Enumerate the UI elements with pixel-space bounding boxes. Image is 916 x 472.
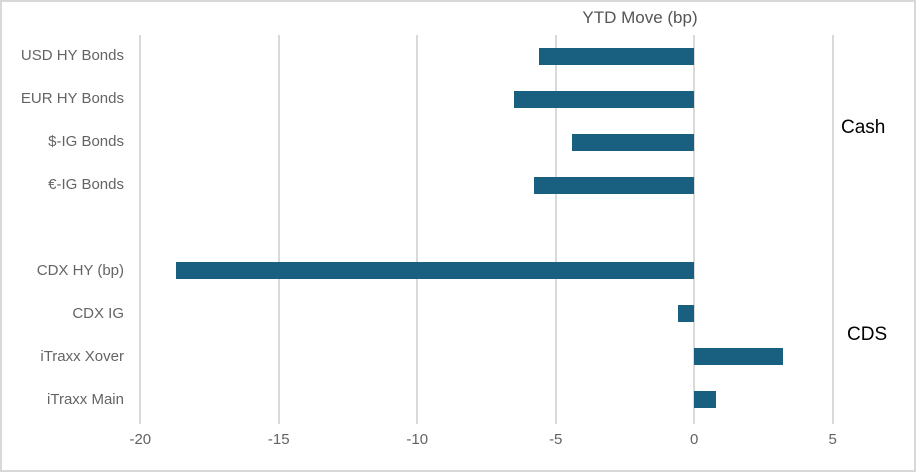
category-label: EUR HY Bonds xyxy=(20,90,124,108)
gridline xyxy=(139,35,142,424)
x-tick-label: 5 xyxy=(828,431,837,448)
bar xyxy=(694,348,783,366)
bar xyxy=(533,176,695,194)
bar xyxy=(539,47,695,65)
x-tick-label: -15 xyxy=(267,431,290,448)
gridline xyxy=(277,35,280,424)
bar xyxy=(677,305,695,323)
category-label: USD HY Bonds xyxy=(20,47,124,65)
bar xyxy=(572,133,695,151)
category-label: iTraxx Xover xyxy=(40,347,124,365)
gridline xyxy=(554,35,557,424)
x-tick-label: -10 xyxy=(406,431,429,448)
group-label-cds: CDS xyxy=(847,324,888,345)
bar xyxy=(176,262,695,280)
bar xyxy=(514,90,695,108)
x-tick-label: -20 xyxy=(129,431,152,448)
gridline xyxy=(416,35,419,424)
bar xyxy=(694,391,717,409)
category-label: iTraxx Main xyxy=(47,390,124,408)
x-tick-label: -5 xyxy=(549,431,563,448)
gridline xyxy=(831,35,834,424)
category-label: €-IG Bonds xyxy=(48,176,124,194)
x-tick-label: 0 xyxy=(690,431,699,448)
category-label: CDX IG xyxy=(72,304,124,322)
category-label: CDX HY (bp) xyxy=(36,261,124,279)
chart-title: YTD Move (bp) xyxy=(582,8,698,27)
category-label: $-IG Bonds xyxy=(48,133,124,151)
gridline xyxy=(693,35,696,424)
group-label-cash: Cash xyxy=(841,117,886,138)
